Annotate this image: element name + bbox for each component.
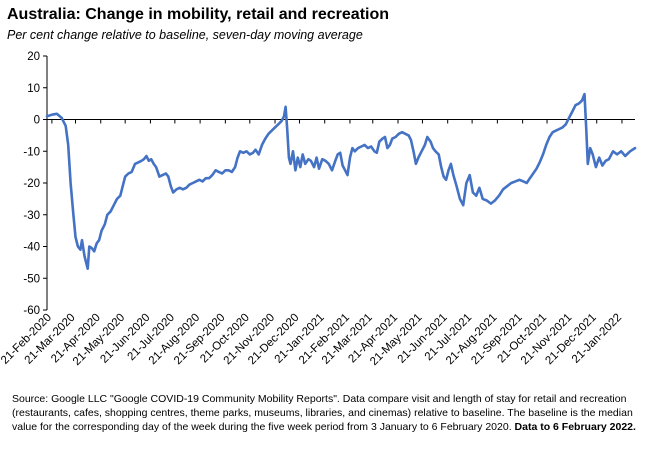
y-tick-label: -40 [23,242,40,254]
y-tick-label: -50 [23,273,40,285]
y-tick-label: -10 [23,146,40,158]
chart-title: Australia: Change in mobility, retail an… [7,6,390,23]
y-tick-label: 20 [27,51,40,63]
y-tick-label: -20 [23,178,40,190]
y-tick-label: 10 [27,83,40,95]
mobility-line-chart: 20100-10-20-30-40-50-6021-Feb-202021-Mar… [0,51,637,368]
source-note: Source: Google LLC "Google COVID-19 Comm… [12,392,644,434]
y-tick-label: 0 [34,115,40,127]
y-tick-label: -60 [23,305,40,317]
chart-subtitle: Per cent change relative to baseline, se… [7,28,363,42]
y-tick-label: -30 [23,210,40,222]
source-data-date: Data to 6 February 2022. [514,421,636,433]
source-text: Source: Google LLC "Google COVID-19 Comm… [12,393,633,433]
series-line-mobility [45,92,637,270]
